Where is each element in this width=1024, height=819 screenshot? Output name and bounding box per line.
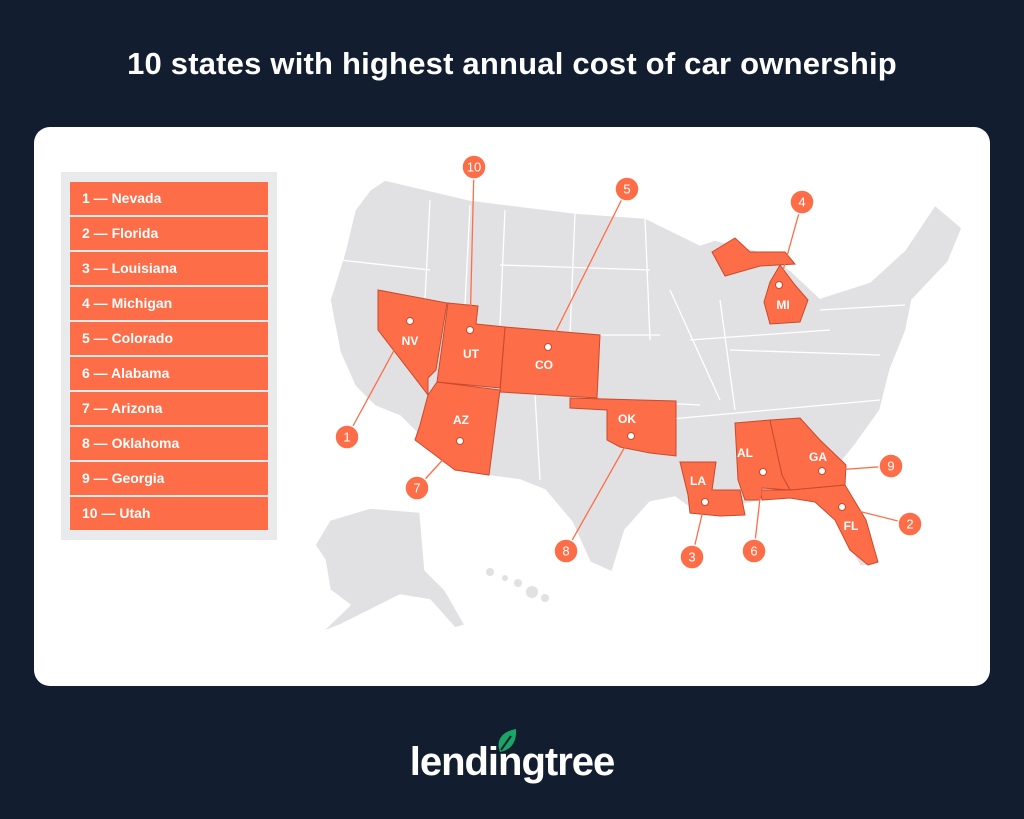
page-title: 10 states with highest annual cost of ca…: [127, 46, 897, 81]
state-marker-dot: [627, 432, 635, 440]
state-border: [499, 264, 651, 271]
rank-callout: [334, 424, 360, 450]
legend-item: 1 — Nevada: [70, 182, 268, 215]
state-utah: [436, 302, 506, 389]
state-nevada: [377, 289, 448, 397]
state-marker-dot: [759, 468, 767, 476]
hawaii-island: [514, 579, 522, 587]
rank-callout: [614, 176, 640, 202]
state-border: [669, 289, 721, 401]
legend-item: 9 — Georgia: [70, 462, 268, 495]
state-label: LA: [690, 474, 706, 488]
state-georgia: [769, 417, 847, 491]
callout-line: [778, 201, 803, 286]
state-marker-dot: [456, 437, 464, 445]
state-label: OK: [618, 412, 636, 426]
state-marker-dot: [406, 317, 414, 325]
rank-callout: [741, 538, 767, 564]
legend-item: 6 — Alabama: [70, 357, 268, 390]
state-michigan: [763, 264, 809, 325]
legend-item: 4 — Michigan: [70, 287, 268, 320]
rank-callout-number: 4: [798, 195, 805, 210]
state-label: MI: [776, 298, 789, 312]
state-border: [534, 394, 541, 481]
state-border: [424, 199, 431, 301]
rank-callout: [404, 475, 430, 501]
state-border: [689, 329, 831, 341]
rank-callout-number: 6: [750, 544, 757, 559]
hawaii-island: [486, 568, 494, 576]
state-border: [569, 212, 576, 336]
state-border: [729, 349, 881, 356]
rank-callout-number: 5: [623, 182, 630, 197]
state-michigan-upper: [711, 237, 797, 277]
rank-callout-number: 9: [887, 459, 894, 474]
rank-callout-number: 10: [467, 160, 481, 175]
state-label: CO: [535, 358, 553, 372]
legend-item: 3 — Louisiana: [70, 252, 268, 285]
state-marker-dot: [838, 503, 846, 511]
state-border: [464, 204, 471, 306]
rank-callout-number: 1: [343, 430, 350, 445]
state-marker-dot: [701, 498, 709, 506]
callout-line: [547, 188, 628, 348]
state-louisiana: [679, 461, 746, 517]
leaf-icon: [498, 729, 517, 752]
legend-item: 7 — Arizona: [70, 392, 268, 425]
callout-line: [469, 166, 475, 331]
state-label: AZ: [453, 413, 469, 427]
rank-callout: [679, 544, 705, 570]
rank-callout: [878, 453, 904, 479]
state-border: [339, 259, 431, 271]
rank-callout-number: 8: [562, 544, 569, 559]
state-florida: [759, 484, 879, 566]
state-marker-dot: [466, 326, 474, 334]
hawaii-island: [526, 586, 538, 598]
rank-callout-number: 3: [688, 550, 695, 565]
state-border: [499, 209, 506, 326]
ranking-legend: 1 — Nevada 2 — Florida 3 — Louisiana 4 —…: [61, 172, 277, 540]
legend-item: 10 — Utah: [70, 497, 268, 530]
state-border: [719, 299, 736, 411]
state-border: [659, 399, 881, 421]
rank-callout: [897, 511, 923, 537]
lendingtree-logo: lendingtree: [409, 740, 616, 784]
state-label: FL: [844, 519, 859, 533]
state-label: GA: [809, 450, 827, 464]
state-border: [819, 304, 906, 311]
callout-line: [753, 471, 764, 552]
state-marker-dot: [818, 467, 826, 475]
state-label: NV: [402, 334, 419, 348]
rank-callout: [553, 538, 579, 564]
state-oklahoma: [569, 397, 677, 457]
state-label: UT: [463, 347, 480, 361]
state-arizona: [414, 381, 501, 476]
legend-item: 2 — Florida: [70, 217, 268, 250]
state-marker-dot: [544, 343, 552, 351]
rank-callout: [789, 189, 815, 215]
state-marker-dot: [775, 281, 783, 289]
state-border: [644, 217, 651, 341]
rank-callout-number: 2: [906, 517, 913, 532]
legend-item: 8 — Oklahoma: [70, 427, 268, 460]
legend-item: 5 — Colorado: [70, 322, 268, 355]
rank-callout: [461, 154, 487, 180]
hawaii-island: [502, 575, 508, 581]
callout-line: [565, 435, 632, 552]
state-label: AL: [737, 446, 753, 460]
alaska-outline: [314, 507, 467, 633]
hawaii-island: [541, 594, 549, 602]
rank-callout-number: 7: [413, 481, 420, 496]
callout-line: [346, 320, 411, 438]
